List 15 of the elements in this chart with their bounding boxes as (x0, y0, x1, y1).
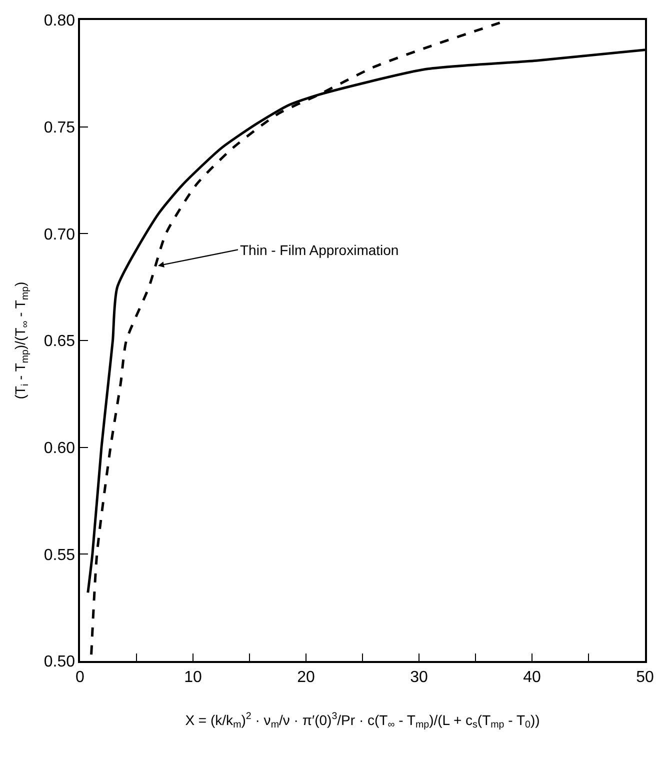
y-tick-label: 0.50 (44, 654, 76, 671)
x-tick-label: 10 (184, 668, 202, 686)
text: X = (k/k$_{m}$)$^{2}$ · ν$_{m}$/ν · π′(0)$^{3}$/Pr · c(T$_{∞}$ - T$_{mp}$)/(L + c$_{s}$(T$_{mp}$ - T$_{0}$)) (185, 710, 540, 731)
x-tick-label: 30 (410, 668, 428, 686)
x-tick-label: 40 (523, 668, 541, 686)
annotation: Thin - Film Approximation (240, 242, 399, 258)
x-tick-label: 50 (636, 668, 654, 686)
y-tick-label: 0.55 (44, 546, 76, 564)
x-tick-label: 20 (297, 668, 315, 686)
y-tick-label: 0.65 (44, 333, 76, 350)
y-tick-label: 0.80 (44, 12, 76, 30)
y-tick-label: 0.70 (44, 226, 76, 244)
x-tick-label: 0 (76, 668, 85, 686)
y-tick-label: 0.75 (44, 119, 76, 136)
y-tick-label: 0.60 (44, 440, 76, 457)
